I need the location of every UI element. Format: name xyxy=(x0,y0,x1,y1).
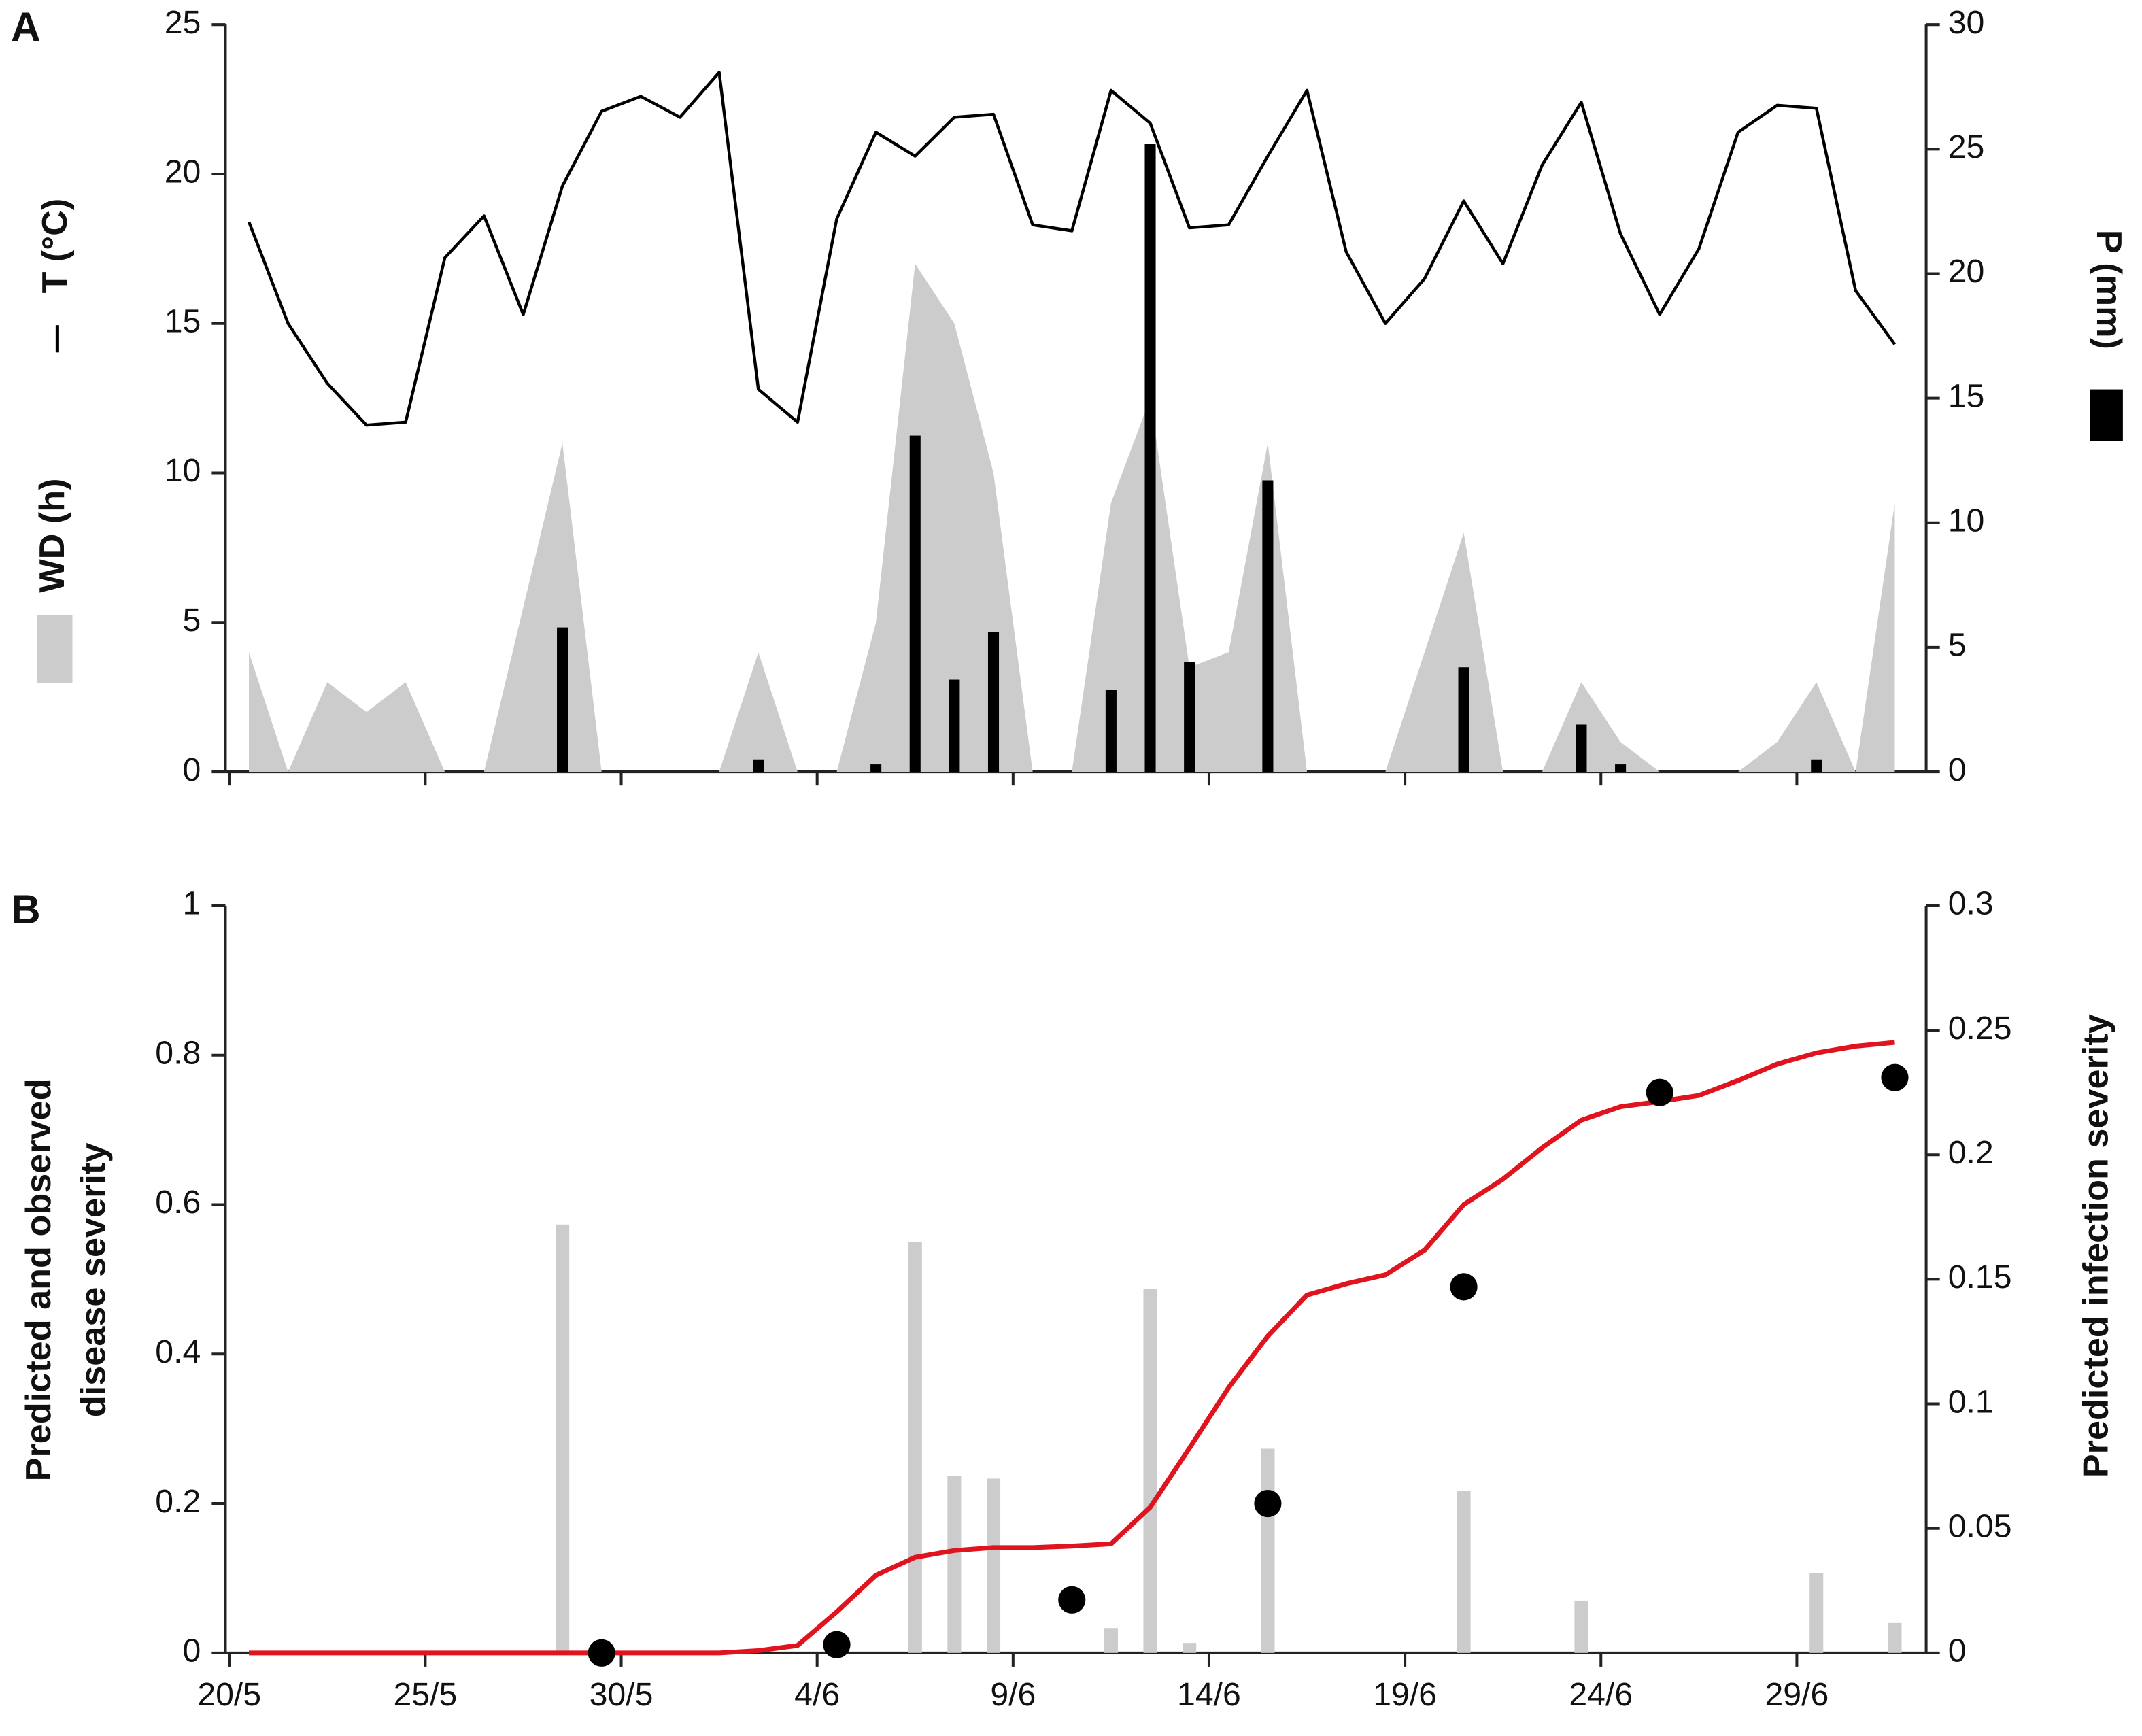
y-tick-label: 25 xyxy=(165,4,201,41)
area xyxy=(249,263,1895,772)
line xyxy=(249,1040,1895,1656)
y2-tick-label: 0.25 xyxy=(1948,1010,2012,1046)
y-tick-label: 0.6 xyxy=(155,1184,201,1221)
bar xyxy=(1576,724,1587,772)
y2-tick-label: 0 xyxy=(1948,1633,1967,1669)
y-tick-label: 10 xyxy=(165,452,201,489)
point xyxy=(1881,1063,1909,1091)
legend-label: WD (h) xyxy=(33,478,72,592)
y2-tick-label: 5 xyxy=(1948,627,1967,664)
bar xyxy=(870,764,882,772)
bar xyxy=(986,1478,1001,1653)
bar xyxy=(1183,1643,1197,1653)
y2-tick-label: 30 xyxy=(1948,4,1985,41)
legend-symbol xyxy=(37,615,73,683)
point xyxy=(588,1639,615,1667)
point xyxy=(823,1631,851,1658)
y2-tick-label: 0.1 xyxy=(1948,1383,1994,1420)
y2-tick-label: 25 xyxy=(1948,129,1985,165)
y-tick-label: 0 xyxy=(183,751,201,788)
y2-tick-label: 20 xyxy=(1948,253,1985,290)
y-tick-label: 20 xyxy=(165,154,201,190)
bar xyxy=(909,435,921,772)
x-tick-label: 14/6 xyxy=(1177,1676,1241,1713)
y2-tick-label: 0.2 xyxy=(1948,1134,1994,1171)
point xyxy=(1058,1586,1086,1614)
bar xyxy=(1143,1289,1157,1653)
y-tick-label: 0.2 xyxy=(155,1483,201,1520)
bar xyxy=(1104,1628,1118,1653)
y-tick-label: 1 xyxy=(183,885,201,922)
x-tick-label: 9/6 xyxy=(990,1676,1036,1713)
y-tick-label: 0.4 xyxy=(155,1333,201,1370)
y2-tick-label: 0.15 xyxy=(1948,1259,2012,1295)
bar xyxy=(1574,1600,1588,1653)
point xyxy=(1646,1078,1673,1106)
y-tick-label: 0 xyxy=(183,1633,201,1669)
x-tick-label: 30/5 xyxy=(590,1676,653,1713)
bar xyxy=(949,679,960,772)
bar xyxy=(1458,667,1469,772)
x-tick-label: 19/6 xyxy=(1373,1676,1437,1713)
x-tick-label: 20/5 xyxy=(197,1676,261,1713)
bar xyxy=(1261,1448,1275,1653)
y2-tick-label: 0.05 xyxy=(1948,1508,2012,1544)
bar xyxy=(1262,480,1274,772)
bar xyxy=(1809,1573,1824,1653)
panel-label: B xyxy=(11,886,41,932)
x-tick-label: 4/6 xyxy=(794,1676,840,1713)
bar xyxy=(908,1242,922,1653)
y2-axis-label: Predicted infection severity xyxy=(2077,1014,2116,1478)
bar xyxy=(1457,1491,1471,1653)
y-axis-label: disease severity xyxy=(73,1143,113,1418)
bar xyxy=(1144,144,1156,772)
x-tick-label: 29/6 xyxy=(1765,1676,1829,1713)
bar xyxy=(947,1476,962,1653)
y-tick-label: 5 xyxy=(183,602,201,639)
panel-label: A xyxy=(11,3,41,50)
point xyxy=(1450,1273,1478,1301)
bar xyxy=(1105,690,1117,772)
y-axis-label: Predicted and observed xyxy=(19,1078,58,1481)
y-tick-label: 15 xyxy=(165,303,201,339)
legend-label: P (mm) xyxy=(2089,230,2128,350)
legend-label: T (°C) xyxy=(35,199,75,294)
bar xyxy=(556,1224,570,1653)
line xyxy=(247,71,1897,427)
y-tick-label: 0.8 xyxy=(155,1034,201,1071)
y2-tick-label: 10 xyxy=(1948,503,1985,539)
bar xyxy=(1888,1622,1902,1653)
y2-tick-label: 0.3 xyxy=(1948,885,1994,922)
bar xyxy=(1184,662,1195,772)
bar xyxy=(753,759,764,772)
y2-tick-label: 15 xyxy=(1948,377,1985,414)
x-tick-label: 24/6 xyxy=(1569,1676,1633,1713)
point xyxy=(1254,1489,1282,1518)
bar xyxy=(557,627,568,772)
y2-tick-label: 0 xyxy=(1948,751,1967,788)
bar xyxy=(1811,759,1822,772)
bar xyxy=(1615,764,1627,772)
x-tick-label: 25/5 xyxy=(393,1676,457,1713)
bar xyxy=(987,632,1000,772)
legend-symbol xyxy=(2090,389,2123,441)
